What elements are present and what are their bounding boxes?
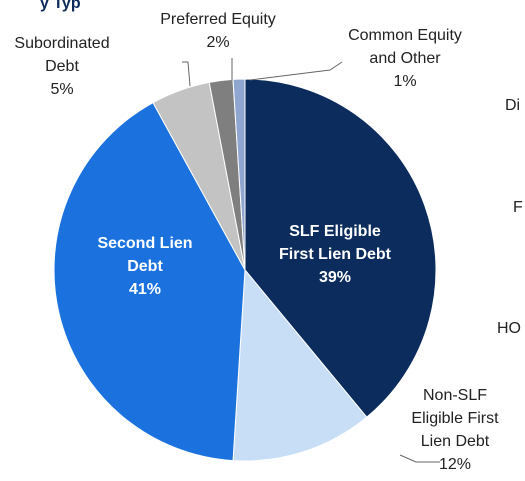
value-label: 12% [438, 456, 472, 473]
leader-line [182, 61, 191, 87]
leader-line [249, 61, 343, 81]
leader-line [399, 454, 440, 463]
category-label: Subordinated Debt [14, 35, 110, 75]
category-label: Second Lien Debt [97, 235, 193, 275]
category-label: SLF Eligible First Lien Debt [278, 223, 391, 263]
label-box: SLF Eligible First Lien Debt 39% [270, 220, 400, 289]
label-box: Non-SLF Eligible First Lien Debt 12% [400, 384, 510, 476]
pie [53, 78, 437, 462]
slice-label: SLF Eligible First Lien Debt 39% [270, 220, 400, 289]
category-label: Preferred Equity [160, 11, 276, 28]
category-label: Non-SLF Eligible First Lien Debt [411, 387, 499, 450]
label-box: Common Equity and Other 1% [335, 24, 475, 93]
label-box: Preferred Equity 2% [143, 8, 293, 54]
slice-label: Preferred Equity 2% [143, 8, 293, 54]
slice-label: Subordinated Debt 5% [2, 32, 122, 101]
slice-label: Non-SLF Eligible First Lien Debt 12% [400, 384, 510, 476]
annotation: Di [505, 97, 520, 114]
value-label: 41% [128, 281, 162, 298]
pie-slice [244, 78, 437, 418]
value-label: 5% [50, 81, 74, 98]
slice-label: Second Lien Debt 41% [85, 232, 205, 301]
leader-lines [182, 58, 440, 463]
value-label: 1% [393, 73, 417, 90]
pie-slice [232, 268, 368, 462]
slice-label: Common Equity and Other 1% [335, 24, 475, 93]
label-box: Subordinated Debt 5% [2, 32, 122, 101]
value-label: 2% [206, 34, 230, 51]
pie-slice [53, 101, 246, 462]
pie-slice [232, 78, 246, 271]
annotation: HO [497, 320, 521, 337]
chart-title: y Typ [40, 0, 81, 12]
annotation: F [513, 199, 523, 216]
value-label: 39% [318, 269, 352, 286]
category-label: Common Equity and Other [348, 27, 462, 67]
label-box: Second Lien Debt 41% [85, 232, 205, 301]
